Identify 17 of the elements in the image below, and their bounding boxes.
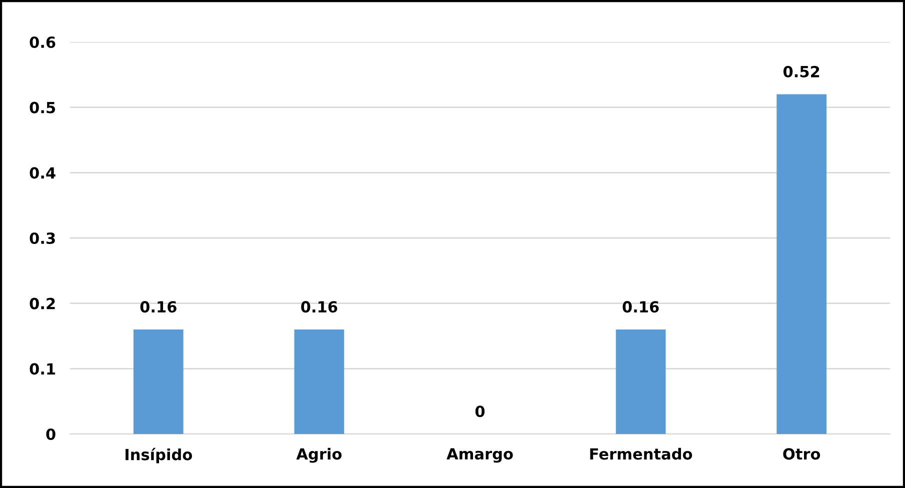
data-label: 0.16	[301, 301, 338, 313]
data-label: 0.16	[622, 301, 659, 313]
x-tick-label: Fermentado	[590, 448, 692, 460]
x-tick-label: Insípido	[126, 448, 192, 464]
data-label: 0.16	[140, 301, 176, 313]
y-tick-label: 0.6	[30, 36, 56, 48]
y-tick-label: 0.2	[30, 298, 55, 310]
x-tick-label: Agrio	[296, 448, 342, 463]
y-tick-label: 0.3	[30, 232, 55, 244]
y-tick-label: 0.1	[30, 363, 56, 375]
y-tick-label: 0.5	[30, 102, 56, 114]
y-tick-label: 0.4	[30, 167, 56, 179]
data-label: 0.52	[783, 66, 820, 78]
x-tick-label: Amargo	[446, 448, 513, 463]
y-tick-label: 0	[46, 428, 56, 440]
x-tick-label: Otro	[783, 448, 820, 460]
data-label: 0	[475, 406, 485, 418]
